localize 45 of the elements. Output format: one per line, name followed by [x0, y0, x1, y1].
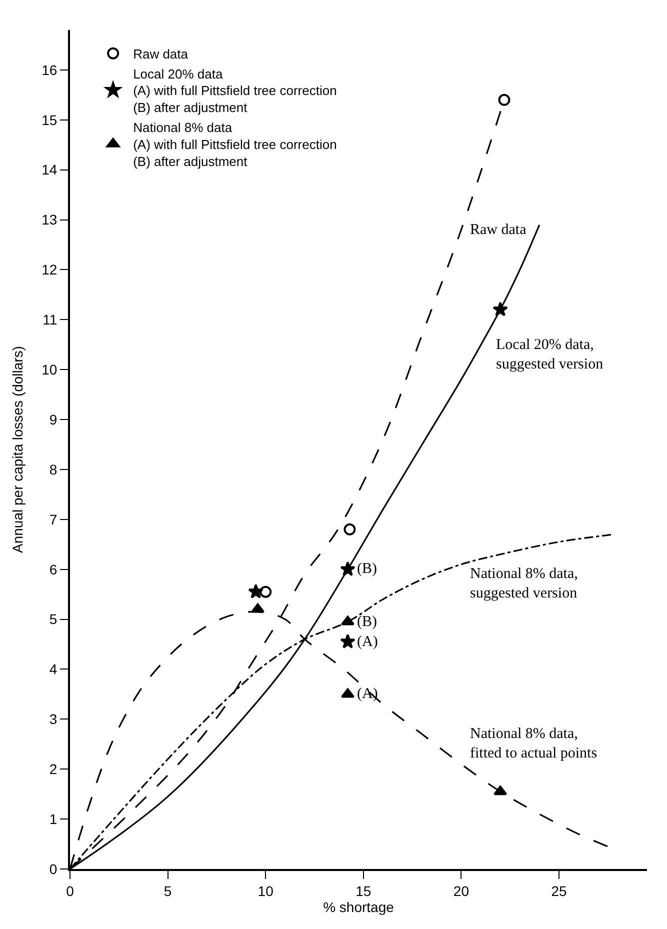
annotation: (A)	[357, 686, 378, 702]
annotation: Raw data	[470, 222, 527, 238]
point	[498, 94, 510, 106]
y-tick-label: 13	[42, 212, 58, 228]
point	[340, 634, 356, 648]
x-tick-label: 10	[258, 882, 274, 899]
x-tick-label: 25	[551, 882, 567, 899]
x-tick-label: 5	[164, 882, 172, 899]
annotation: National 8% data, suggested version	[470, 566, 578, 602]
annotation: (A)	[357, 634, 378, 650]
point	[494, 786, 508, 796]
annotation: Local 20% data, suggested version	[496, 337, 604, 372]
y-tick-label: 11	[42, 312, 58, 328]
annotation: (B)	[357, 614, 377, 630]
x-axis-title: % shortage	[323, 898, 394, 915]
point	[340, 561, 356, 576]
point	[260, 586, 272, 598]
point	[344, 523, 356, 536]
x-tick-label: 15	[356, 882, 372, 899]
x-tick-label: 20	[453, 882, 470, 899]
y-tick-label: 8	[49, 461, 58, 478]
y-tick-label: 15	[42, 112, 58, 128]
y-tick-label: 1	[49, 810, 58, 827]
x-tick-label: 0	[66, 882, 74, 899]
y-tick-label: 10	[42, 362, 58, 378]
y-tick-label: 0	[49, 860, 58, 877]
y-tick-label: 7	[49, 511, 58, 528]
y-tick-label: 4	[49, 661, 58, 678]
legend-label: Local 20% data (A) with full Pittsfield tree correction (B) after adjustment	[133, 66, 337, 116]
point	[248, 584, 264, 598]
legend-label: Raw data	[133, 46, 189, 62]
annotation: National 8% data, fitted to actual points	[470, 726, 598, 762]
y-tick-label: 16	[42, 62, 58, 78]
y-tick-label: 14	[42, 162, 58, 178]
y-tick-label: 2	[49, 761, 58, 778]
y-tick-label: 9	[49, 411, 58, 428]
y-tick-label: 12	[42, 262, 58, 278]
annotation: (B)	[357, 561, 377, 577]
y-axis-title: Annual per capita losses (dollars)	[10, 346, 26, 553]
point	[492, 302, 508, 316]
y-tick-label: 6	[49, 561, 58, 578]
point	[251, 603, 265, 613]
y-tick-label: 5	[49, 611, 58, 628]
legend-label: National 8% data (A) with full Pittsfield tree correction (B) after adjustment	[133, 120, 337, 169]
y-tick-label: 3	[49, 711, 58, 728]
